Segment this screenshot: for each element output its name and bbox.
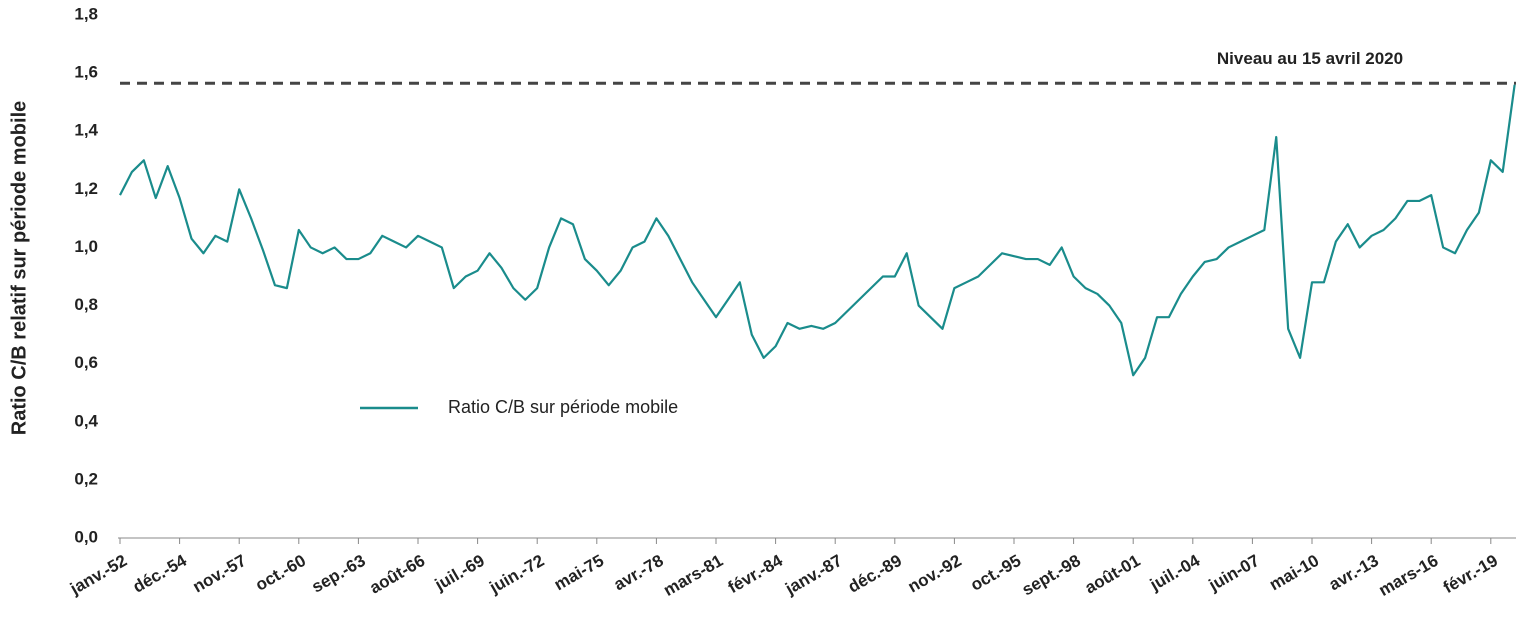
x-tick-label: mars-16: [1375, 551, 1441, 600]
line-series: [119, 84, 1516, 377]
y-tick-label: 0,6: [74, 353, 98, 372]
x-tick-label: avr.-78: [610, 551, 666, 594]
x-tick-label: juin-07: [1205, 551, 1263, 595]
x-tick-label: mars-81: [660, 551, 726, 600]
x-tick-label: août-66: [366, 551, 428, 598]
x-tick-label: août-01: [1082, 551, 1144, 598]
y-tick-label: 1,0: [74, 237, 98, 256]
x-tick-label: janv.-87: [781, 551, 845, 599]
x-tick-label: oct.-95: [967, 551, 1024, 595]
y-tick-label: 0,8: [74, 295, 98, 314]
x-tick-label: févr.-84: [725, 551, 787, 597]
x-tick-label: juil.-69: [431, 551, 488, 595]
x-tick-label: oct.-60: [252, 551, 309, 595]
y-tick-label: 1,4: [74, 121, 98, 140]
x-tick-label: déc.-54: [130, 551, 191, 597]
y-tick-label: 1,2: [74, 179, 98, 198]
reference-label: Niveau au 15 avril 2020: [1217, 49, 1403, 68]
y-tick-label: 1,8: [74, 4, 98, 23]
x-tick-label: janv.-52: [66, 551, 130, 599]
x-tick-label: nov.-92: [905, 551, 965, 597]
x-tick-label: juin.-72: [486, 551, 548, 598]
x-tick-label: sept.-98: [1019, 551, 1084, 600]
x-tick-label: juil.-04: [1146, 551, 1203, 595]
x-tick-label: sep.-63: [308, 551, 368, 597]
x-tick-label: mai-10: [1266, 551, 1322, 594]
y-axis-label: Ratio C/B relatif sur période mobile: [8, 101, 30, 436]
y-tick-label: 0,0: [74, 527, 98, 546]
y-tick-label: 1,6: [74, 63, 98, 82]
x-tick-label: déc.-89: [845, 551, 905, 597]
legend-label: Ratio C/B sur période mobile: [448, 397, 678, 417]
y-tick-label: 0,2: [74, 469, 98, 488]
x-tick-label: févr.-19: [1440, 551, 1501, 597]
y-tick-label: 0,4: [74, 411, 98, 430]
x-tick-label: nov.-57: [189, 551, 249, 597]
x-tick-label: mai-75: [551, 551, 607, 594]
x-tick-label: avr.-13: [1326, 551, 1382, 594]
